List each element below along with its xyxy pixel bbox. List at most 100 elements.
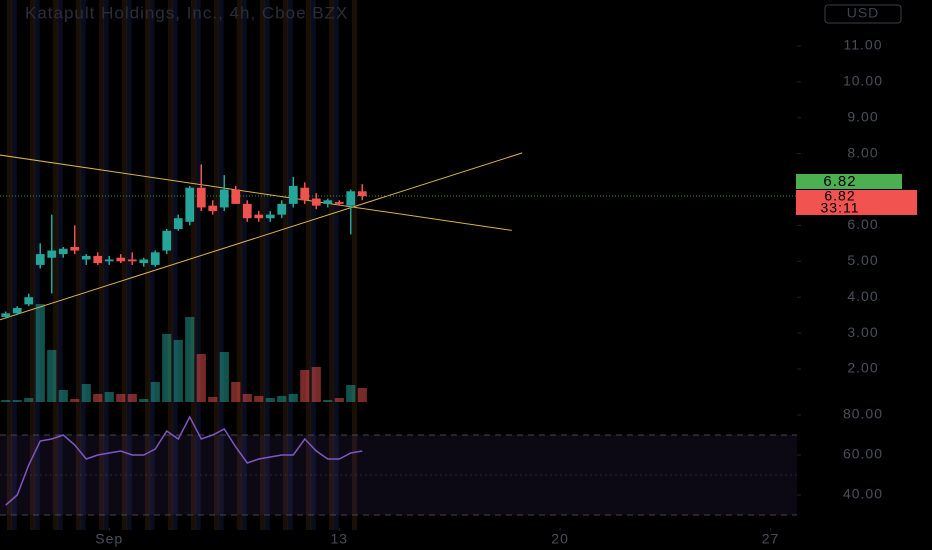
session-band [34, 0, 40, 530]
candle-body [104, 259, 114, 262]
volume-bar [265, 398, 275, 402]
volume-bar [277, 396, 287, 402]
candle-body [93, 255, 103, 264]
session-band [259, 0, 266, 530]
volume-bar [208, 397, 218, 402]
countdown: 33:11 [821, 200, 860, 216]
session-band [195, 0, 201, 530]
session-band [264, 0, 270, 530]
session-band [351, 0, 358, 530]
session-band [282, 0, 289, 530]
volume-bar [173, 340, 183, 402]
trendline [0, 154, 512, 231]
volume-bar [24, 398, 34, 402]
candle-body [81, 255, 91, 260]
candle-body [231, 189, 241, 204]
candle-body [162, 230, 172, 251]
session-bands [6, 0, 358, 530]
candle-body [150, 252, 160, 265]
x-tick-label: 27 [762, 531, 780, 547]
rsi-band [0, 435, 797, 515]
volume-bar [311, 367, 321, 402]
volume-bar [127, 394, 137, 402]
session-band [75, 0, 82, 530]
session-band [80, 0, 86, 530]
volume-bar [357, 388, 367, 402]
volume-bar [300, 370, 310, 402]
session-band [310, 0, 316, 530]
currency-button[interactable] [824, 4, 902, 24]
session-band [236, 0, 243, 530]
session-band [144, 0, 151, 530]
y-tick-label: 8.00 [847, 144, 878, 160]
price-tag [796, 189, 917, 215]
candle-body [288, 185, 298, 204]
y-tick-label: 11.00 [844, 37, 883, 53]
candle-body [323, 200, 333, 204]
candle-body [127, 259, 137, 262]
rsi-tick-label: 60.00 [843, 446, 883, 462]
candle-body [47, 250, 57, 258]
volume-bar [139, 399, 149, 402]
volume-bar [185, 317, 195, 402]
session-band [328, 0, 335, 530]
candle-body [208, 205, 218, 212]
candle-body [265, 214, 275, 219]
volume-bar [150, 382, 160, 402]
session-band [172, 0, 178, 530]
volume-bar [116, 394, 126, 402]
session-band [333, 0, 339, 530]
candle-body [58, 248, 68, 255]
candle-body [254, 214, 264, 219]
x-tick-label: Sep [95, 531, 123, 547]
candle-body [196, 187, 206, 208]
candle-body [1, 313, 11, 317]
candle-body [116, 257, 126, 262]
session-band [287, 0, 293, 530]
volume-bar [346, 385, 356, 402]
session-band [126, 0, 132, 530]
volume-bar [162, 334, 172, 402]
volume-bar [35, 304, 45, 402]
volume-bar [219, 352, 229, 402]
session-band [213, 0, 220, 530]
price-tag-label: 6.82 [824, 188, 855, 204]
volume-bar [93, 394, 103, 402]
y-tick-label: 10.00 [843, 73, 883, 89]
volume-bar [12, 400, 22, 402]
price-tag-label: 6.82 [823, 173, 856, 190]
candle-body [70, 246, 80, 251]
candle-body [242, 203, 252, 219]
candle-body [24, 297, 34, 305]
session-band [98, 0, 105, 530]
session-band [305, 0, 312, 530]
volume-bar [196, 354, 206, 402]
y-tick-label: 3.00 [847, 324, 878, 340]
currency[interactable]: USD [847, 5, 880, 21]
volume-bar [104, 392, 114, 402]
y-tick-label: 6.00 [847, 216, 878, 232]
volume-bar [70, 399, 80, 402]
volume-bar [334, 398, 344, 402]
rsi-tick-label: 40.00 [843, 486, 883, 502]
session-band [218, 0, 224, 530]
y-tick-label: 4.00 [847, 288, 878, 304]
rsi-tick-label: 80.00 [843, 406, 883, 422]
candle-body [357, 191, 367, 196]
candle-body [346, 191, 356, 206]
candle-body [311, 198, 321, 206]
candle-body [139, 259, 149, 264]
price-tag [796, 173, 902, 189]
session-band [190, 0, 197, 530]
chart-title: Katapult Holdings, Inc., 4h, Cboe BZX [25, 3, 348, 22]
y-tick-label: 9.00 [847, 108, 878, 124]
volume-bar [58, 390, 68, 402]
session-band [57, 0, 63, 530]
session-band [11, 0, 17, 530]
x-tick-label: 20 [551, 531, 569, 547]
candle-body [173, 218, 183, 229]
session-band [149, 0, 155, 530]
